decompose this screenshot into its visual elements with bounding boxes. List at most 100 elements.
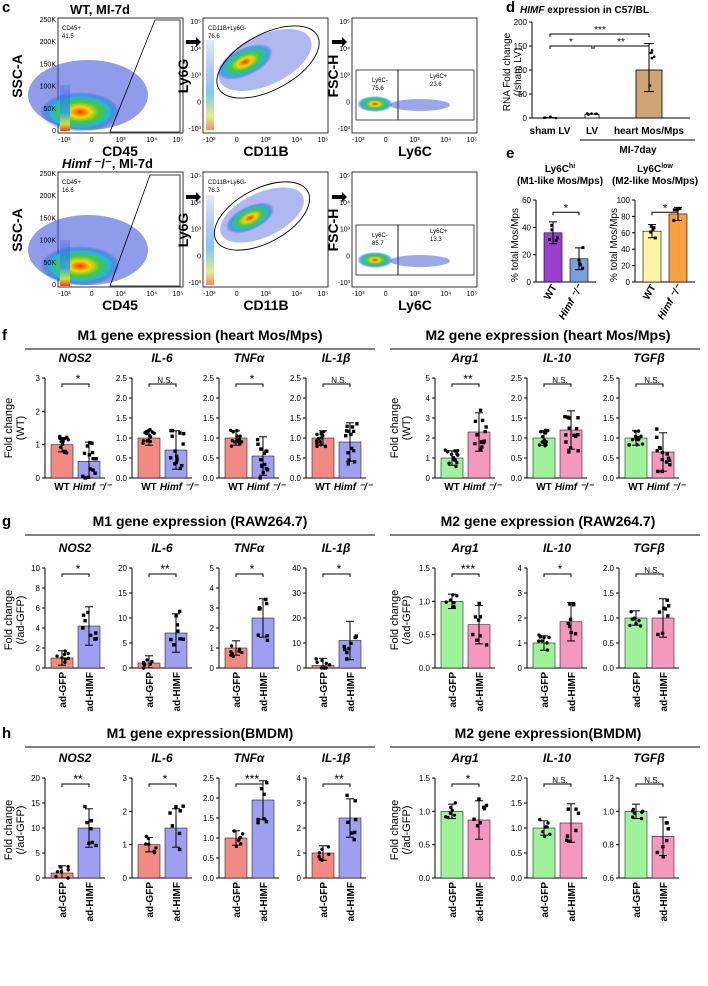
data-point [174,460,179,465]
data-point [666,456,671,461]
data-point [353,830,357,835]
panel-d-category: heart Mos/Mps [614,126,684,137]
gene-title: NOS2 [59,541,92,555]
flow-xlabel: CD45 [102,297,138,313]
y-tick-label: 0.0 [419,664,431,673]
sig-bracket [322,383,351,387]
data-point [665,598,669,602]
data-point [355,422,359,426]
flow-y-tick: 200K [40,39,57,46]
h-ylabel: (/ad-GFP) [15,806,27,855]
y-tick-label: 0.0 [603,664,615,673]
flow-y-tick: 0 [346,253,350,260]
y-tick-label: 1.5 [511,414,523,423]
flow-y-tick: 0 [52,282,56,289]
data-point [322,666,326,670]
data-point [538,635,543,639]
gene-chart-g-6: TGFβ 0.0 0.5 1.0 1.5 2.0 N.S. ad-GFP ad-HIMF [603,541,679,711]
y-tick-label: 60 [621,229,630,238]
category-label: ad-GFP [145,882,156,918]
data-point [258,607,262,611]
data-point [317,854,321,859]
data-point [168,811,172,815]
sig-label: ** [617,37,625,48]
data-point [478,821,482,825]
sig-bracket [148,783,177,787]
data-point [473,615,478,619]
data-point [471,632,475,637]
data-point [542,635,546,640]
data-point [660,450,665,455]
sig-bracket [635,573,664,577]
category-label: ad-HIMF [475,672,486,711]
sig-bracket [635,783,664,787]
flow-y-tick: 10³ [340,227,351,234]
y-tick-label: 0 [523,114,528,123]
y-tick-label: 4 [36,624,41,633]
y-tick-label: 1.5 [203,814,215,823]
y-tick-label: 2.5 [116,374,128,383]
data-point [452,813,457,817]
data-point [550,223,554,227]
data-point [81,613,86,617]
panel-d-bracket-label: MI-7day [619,145,657,156]
flow-ylabel: FSC-H [325,55,341,98]
gate-label: Ly6C- [372,78,388,84]
gate-label: Ly6C+ [430,229,448,235]
flow-y-tick: 10⁵ [190,173,201,180]
panel-d-ylabel: RNA Fold change [502,32,513,111]
data-point [256,820,260,825]
category-label: ad-HIMF [172,882,183,921]
data-point [342,644,346,649]
y-tick-label: 4 [297,774,302,783]
flow-row1: CD45+ 41.5 CD11B+Ly6G- 76.6 Ly6C- 75.6 L… [28,17,478,134]
data-point [91,457,95,461]
data-point [630,437,635,442]
panel-e-ylabel: % total Mos/Mps [609,208,620,282]
y-tick-label: 1 [210,644,215,653]
y-tick-label: 80 [621,212,630,221]
data-point [87,453,92,457]
panel-d-category: LV [586,126,598,137]
data-point [229,444,234,448]
data-point [577,258,581,262]
sig-bracket [235,383,264,387]
data-point [54,874,58,879]
sig-label: *** [245,772,259,786]
data-point [174,454,179,458]
data-point [565,838,569,842]
data-point [259,787,264,791]
data-point [451,593,455,597]
data-point [237,649,241,653]
data-point [657,610,662,614]
data-point [323,444,328,449]
data-point [587,113,590,116]
data-point [541,435,545,439]
category-label: ad-HIMF [259,882,270,921]
y-tick-label: 2 [518,614,523,623]
flow-x-tick: 0 [384,137,388,144]
data-point [595,112,598,116]
data-point [675,208,679,212]
flow-y-tick: 10⁴ [339,46,350,53]
row-header-rules [25,348,700,748]
y-tick-label: 0 [36,664,41,673]
y-tick-label: 4 [426,394,431,403]
data-point [542,439,546,443]
bar [642,230,662,283]
gene-chart-f-6: TGFβ 0.0 0.5 1.0 1.5 2.0 2.5 N.S. WT Himf ⁻/⁻ [603,351,687,493]
y-tick-label: 100 [617,196,631,205]
gene-title: NOS2 [59,351,92,365]
data-point [576,811,581,815]
gene-chart-g-1: IL-6 0 5 10 15 20 ** ad-GFP ad-HIMF [118,541,192,711]
gate-label: Ly6C+ [430,74,448,80]
f-ylabel: Fold change [389,398,401,459]
data-point [59,869,64,874]
data-point [566,807,571,811]
sig-label: N.S. [644,376,660,385]
gene-title: Arg1 [450,351,479,365]
row-header-g-m1: M1 gene expression (RAW264.7) [93,513,308,529]
data-point [483,429,487,434]
data-point [550,228,554,232]
data-point [263,462,267,467]
